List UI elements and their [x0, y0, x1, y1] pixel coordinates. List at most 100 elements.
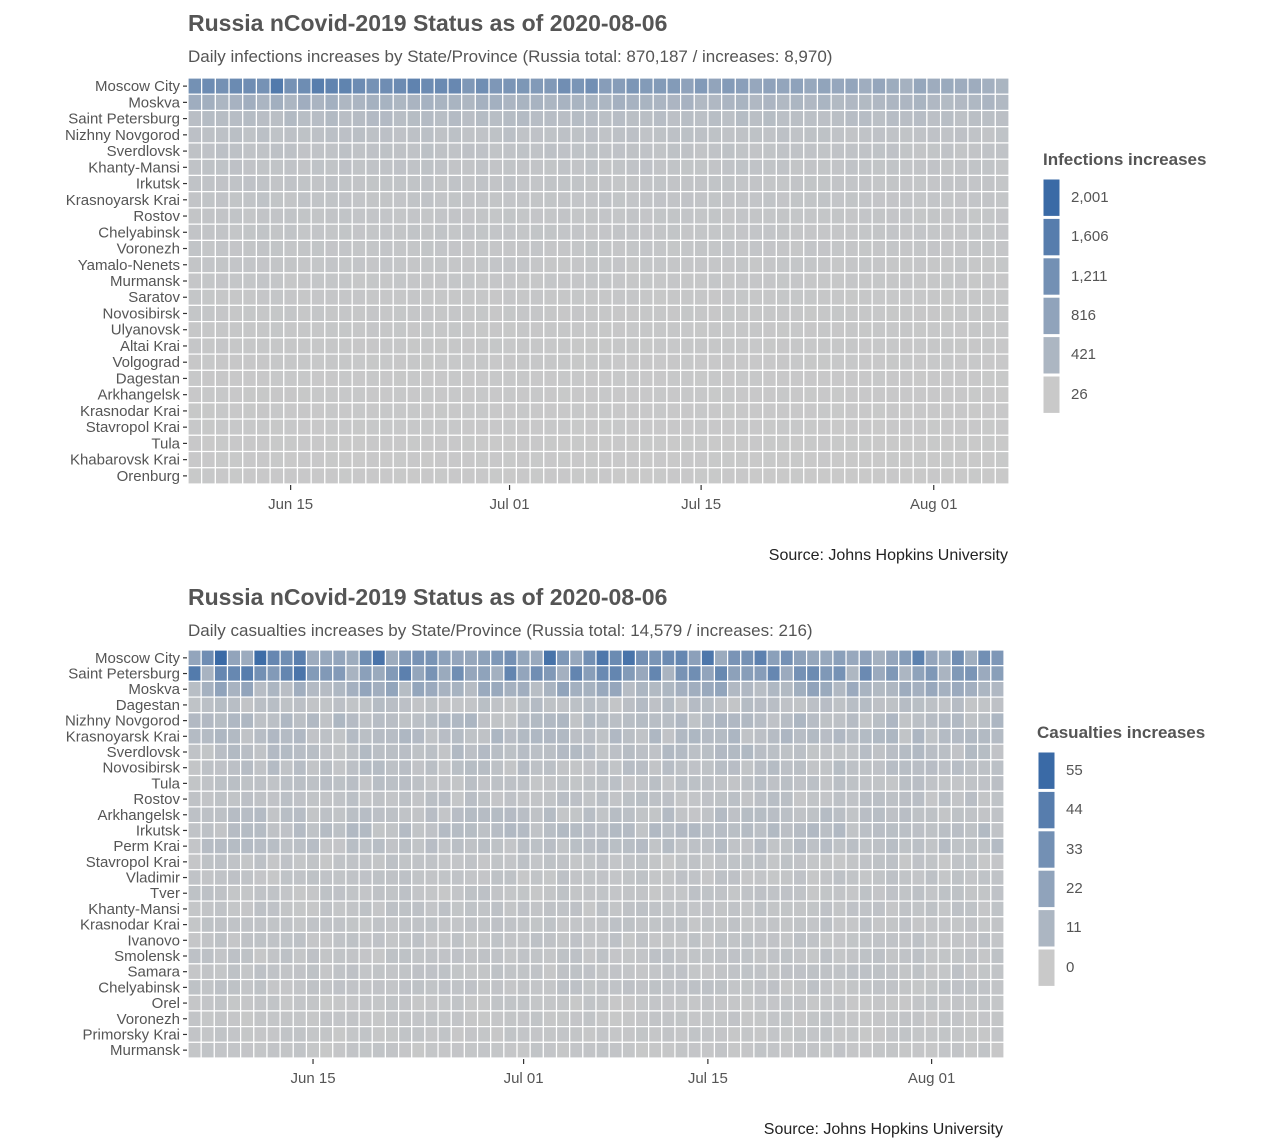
heatmap-tile	[337, 304, 353, 323]
heatmap-tile	[228, 288, 244, 306]
heatmap-tile	[324, 239, 340, 258]
heatmap-tile	[666, 434, 682, 453]
heatmap-tile	[789, 402, 805, 420]
heatmap-tile	[937, 759, 952, 777]
heatmap-tile	[990, 947, 1005, 965]
heatmap-tile	[555, 774, 571, 792]
heatmap-tile	[805, 837, 821, 855]
casualties-legend-title: Casualties increases	[1037, 723, 1206, 742]
heatmap-tile	[674, 1010, 689, 1028]
heatmap-tile	[595, 696, 610, 714]
heatmap-tile	[474, 337, 490, 355]
heatmap-tile	[529, 321, 545, 339]
heatmap-tile	[939, 402, 955, 420]
heatmap-tile	[819, 696, 834, 714]
heatmap-tile	[953, 77, 969, 95]
heatmap-tile	[762, 304, 777, 323]
heatmap-tile	[253, 790, 268, 808]
heatmap-tile	[981, 402, 996, 420]
heatmap-tile	[433, 321, 449, 339]
heatmap-tile	[337, 418, 353, 436]
heatmap-tile	[214, 385, 230, 404]
heatmap-tile	[775, 304, 791, 323]
heatmap-tile	[884, 806, 900, 824]
heatmap-tile	[713, 869, 729, 886]
heatmap-tile	[529, 680, 544, 698]
heatmap-tile	[296, 353, 312, 371]
heatmap-tile	[967, 288, 983, 306]
heatmap-tile	[213, 727, 229, 745]
heatmap-tile	[187, 272, 203, 290]
heatmap-tile	[858, 963, 873, 981]
heatmap-tile	[766, 931, 781, 949]
heatmap-tile	[556, 402, 572, 420]
heatmap-tile	[727, 1041, 742, 1059]
heatmap-tile	[310, 191, 326, 209]
heatmap-tile	[310, 353, 326, 371]
heatmap-tile	[542, 1026, 558, 1043]
heatmap-tile	[253, 931, 268, 949]
heatmap-tile	[424, 947, 439, 965]
heatmap-tile	[310, 223, 326, 242]
heatmap-tile	[556, 239, 572, 258]
heatmap-tile	[779, 1041, 795, 1059]
heatmap-tile	[885, 321, 901, 339]
heatmap-tile	[748, 207, 764, 225]
heatmap-tile	[963, 727, 979, 745]
heatmap-tile	[371, 1010, 387, 1028]
heatmap-tile	[310, 126, 326, 144]
heatmap-tile	[792, 712, 808, 730]
heatmap-tile	[963, 774, 979, 792]
heatmap-tile	[789, 418, 805, 436]
heatmap-tile	[967, 353, 983, 371]
heatmap-tile	[319, 837, 334, 855]
heatmap-tile	[939, 304, 955, 323]
heatmap-tile	[981, 385, 996, 404]
heatmap-tile	[305, 665, 321, 682]
heatmap-tile	[570, 239, 586, 258]
heatmap-tile	[463, 790, 479, 808]
heatmap-tile	[674, 947, 689, 965]
heatmap-tile	[608, 822, 623, 839]
heatmap-tile	[201, 109, 216, 128]
heatmap-tile	[748, 288, 764, 306]
heatmap-tile	[977, 790, 992, 808]
heatmap-tile	[384, 916, 400, 934]
heatmap-tile	[661, 900, 676, 918]
heatmap-tile	[713, 900, 729, 918]
heatmap-tile	[332, 869, 347, 886]
heatmap-tile	[885, 207, 901, 225]
heatmap-tile	[570, 109, 586, 128]
heatmap-tile	[805, 759, 821, 777]
heatmap-tile	[792, 759, 808, 777]
heatmap-tile	[351, 272, 367, 290]
heatmap-tile	[424, 837, 439, 855]
heatmap-tile	[450, 884, 465, 902]
heatmap-tile	[884, 900, 900, 918]
heatmap-tile	[269, 288, 285, 306]
heatmap-tile	[437, 727, 452, 745]
heatmap-tile	[679, 142, 695, 160]
heatmap-tile	[378, 256, 394, 274]
heatmap-tile	[679, 77, 695, 95]
heatmap-tile	[679, 353, 695, 371]
heatmap-tile	[844, 272, 860, 290]
heatmap-tile	[266, 994, 281, 1012]
heatmap-tile	[884, 790, 900, 808]
heatmap-tile	[611, 272, 627, 290]
heatmap-tile	[569, 931, 584, 949]
heatmap-tile	[595, 822, 610, 839]
heatmap-tile	[503, 759, 518, 777]
heatmap-tile	[324, 288, 340, 306]
heatmap-tile	[187, 402, 203, 420]
heatmap-tile	[266, 1026, 281, 1043]
heatmap-tile	[529, 1041, 544, 1059]
heatmap-tile	[857, 174, 873, 193]
heatmap-tile	[621, 743, 637, 761]
heatmap-tile	[884, 727, 900, 745]
heatmap-tile	[240, 680, 255, 698]
heatmap-tile	[700, 743, 716, 761]
heatmap-tile	[515, 288, 531, 306]
heatmap-tile	[621, 790, 637, 808]
heatmap-tile	[727, 712, 742, 730]
